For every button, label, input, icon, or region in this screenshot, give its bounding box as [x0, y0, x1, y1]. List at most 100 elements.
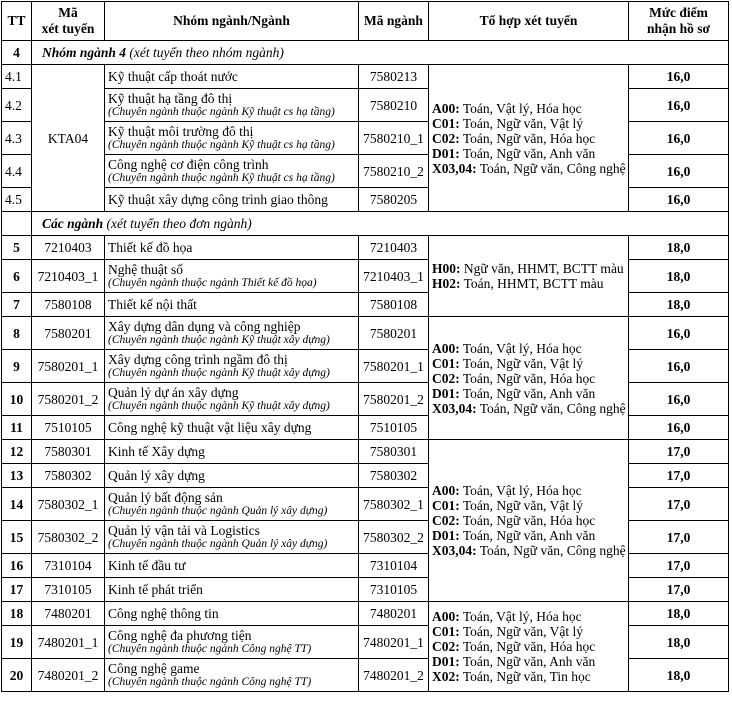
ma-xet-tuyen: 7310105 — [31, 577, 105, 602]
combo-subjects: Toán, Ngữ văn, Anh văn — [459, 528, 596, 543]
ma-nganh: 7580213 — [358, 64, 429, 89]
muc-diem: 17,0 — [628, 520, 729, 554]
combo-subjects: Toán, HHMT, BCTT màu — [460, 276, 604, 291]
to-hop-xet-tuyen: A00: Toán, Vật lý, Hóa học C01: Toán, Ngữ… — [428, 316, 629, 440]
combo-subjects: Toán, Ngữ văn, Công nghệ — [476, 543, 626, 558]
table-row: 7 7580108 Thiết kế nội thất 7580108 18,0 — [1, 292, 729, 317]
nganh-cell: Công nghệ kỹ thuật vật liệu xây dựng — [104, 415, 359, 440]
muc-diem: 16,0 — [628, 349, 729, 383]
nganh-note: (Chuyên ngành thuộc ngành Quản lý xây dự… — [108, 505, 328, 517]
row-tt: 10 — [1, 382, 32, 416]
ma-xet-tuyen: 7210403_1 — [31, 259, 105, 293]
nganh-note: (Chuyên ngành thuộc ngành Kỹ thuật xây d… — [108, 367, 330, 379]
combo-code: X03,04: — [432, 543, 477, 558]
nganh-name: Nghệ thuật số — [108, 262, 183, 277]
nganh-name: Kinh tế Xây dựng — [108, 444, 205, 459]
ma-xet-tuyen: 7580301 — [31, 439, 105, 464]
table-row: 5 7210403 Thiết kế đồ họa 7210403 H00: Ngữ v… — [1, 235, 729, 317]
combo-subjects: Toán, Ngữ văn, Vật lý — [459, 624, 583, 639]
combo-line: C02: Toán, Ngữ văn, Hóa học — [432, 639, 628, 654]
table-row: 10 7580201_2 Quản lý dự án xây dựng (Chuyên… — [1, 382, 729, 416]
ma-xet-tuyen: 7580201 — [31, 316, 105, 350]
row-tt: 4.2 — [1, 88, 32, 122]
nganh-note: (Chuyên ngành thuộc ngành Kỹ thuật xây d… — [108, 400, 330, 412]
header-ma-nganh: Mã ngành — [358, 1, 429, 41]
nganh-cell: Kinh tế phát triển — [104, 577, 359, 602]
combo-code: X02: — [432, 669, 460, 684]
combo-line: D01: Toán, Ngữ văn, Anh văn — [432, 528, 628, 543]
section-title: Nhóm ngành 4 — [42, 45, 127, 60]
combo-line: A00: Toán, Vật lý, Hóa học — [432, 483, 628, 498]
muc-diem: 17,0 — [628, 487, 729, 521]
combo-subjects: Toán, Ngữ văn, Anh văn — [459, 654, 596, 669]
row-tt: 5 — [1, 235, 32, 260]
table-row: 6 7210403_1 Nghệ thuật số (Chuyên ngành thu… — [1, 259, 729, 293]
ma-xet-tuyen: 7510105 — [31, 415, 105, 440]
table-row: 4.2 Kỹ thuật hạ tầng đô thị (Chuyên ngành … — [1, 88, 729, 122]
combo-code: X03,04: — [432, 400, 477, 416]
row-tt: 17 — [1, 577, 32, 602]
nganh-cell: Quản lý dự án xây dựng (Chuyên ngành thuộ… — [104, 382, 359, 416]
table-row: 18 7480201 Công nghệ thông tin 7480201 A00: … — [1, 601, 729, 692]
combo-subjects: Toán, Ngữ văn, Hóa học — [459, 513, 596, 528]
nganh-cell: Kỹ thuật hạ tầng đô thị (Chuyên ngành thu… — [104, 88, 359, 122]
ma-nganh: 7580210_1 — [358, 121, 429, 155]
table-row: 9 7580201_1 Xây dựng công trình ngầm đô th… — [1, 349, 729, 383]
ma-nganh: 7580205 — [358, 187, 429, 212]
combo-line: C01: Toán, Ngữ văn, Vật lý — [432, 498, 628, 513]
combo-subjects: Toán, Vật lý, Hóa học — [459, 100, 582, 116]
section-row: Các ngành (xét tuyển theo đơn ngành) — [1, 211, 729, 236]
combo-code: C01: — [432, 115, 460, 131]
table-row: 20 7480201_2 Công nghệ game (Chuyên ngành t… — [1, 658, 729, 692]
combo-line: X02: Toán, Ngữ văn, Tin học — [432, 669, 628, 684]
nganh-name: Xây dựng dân dụng và công nghiệp — [108, 319, 301, 334]
section-title: Các ngành — [42, 216, 104, 231]
ma-nganh: 7580302_1 — [358, 487, 429, 521]
ma-xet-tuyen: 7480201 — [31, 601, 105, 626]
combo-subjects: Toán, Ngữ văn, Hóa học — [459, 130, 596, 146]
table-row: 19 7480201_1 Công nghệ đa phương tiện (Chuy… — [1, 625, 729, 659]
combo-line: X03,04: Toán, Ngữ văn, Công nghệ — [432, 161, 628, 176]
table-row: 16 7310104 Kinh tế đầu tư 7310104 17,0 — [1, 553, 729, 578]
muc-diem: 18,0 — [628, 259, 729, 293]
nganh-note: (Chuyên ngành thuộc ngành Kỹ thuật xây d… — [108, 334, 330, 346]
muc-diem: 16,0 — [628, 154, 729, 188]
nganh-cell: Kỹ thuật cấp thoát nước — [104, 64, 359, 89]
combo-line: A00: Toán, Vật lý, Hóa học — [432, 341, 628, 356]
row-tt: 4 — [1, 40, 32, 65]
ma-nganh: 7580210_2 — [358, 154, 429, 188]
nganh-cell: Công nghệ thông tin — [104, 601, 359, 626]
ma-xet-tuyen: 7580302_1 — [31, 487, 105, 521]
nganh-cell: Công nghệ game (Chuyên ngành thuộc ngành … — [104, 658, 359, 692]
row-tt: 14 — [1, 487, 32, 521]
nganh-name: Xây dựng công trình ngầm đô thị — [108, 352, 288, 367]
combo-line: C02: Toán, Ngữ văn, Hóa học — [432, 513, 628, 528]
row-tt: 4.3 — [1, 121, 32, 155]
ma-xet-tuyen: 7580108 — [31, 292, 105, 317]
row-tt: 8 — [1, 316, 32, 350]
section-title-cell: Các ngành (xét tuyển theo đơn ngành) — [31, 211, 729, 236]
nganh-note: (Chuyên ngành thuộc ngành Kỹ thuật cs hạ… — [108, 172, 335, 184]
nganh-cell: Kỹ thuật xây dựng công trình giao thông — [104, 187, 359, 212]
muc-diem: 16,0 — [628, 415, 729, 440]
combo-code: C02: — [432, 639, 460, 654]
table-row: 17 7310105 Kinh tế phát triển 7310105 17,0 — [1, 577, 729, 602]
combo-code: A00: — [432, 483, 460, 498]
ma-nganh: 7310104 — [358, 553, 429, 578]
row-tt: 4.1 — [1, 64, 32, 89]
nganh-cell: Xây dựng dân dụng và công nghiệp (Chuyên … — [104, 316, 359, 350]
ma-xet-tuyen: 7580302_2 — [31, 520, 105, 554]
table-header-row: TT Mã xét tuyển Nhóm ngành/Ngành Mã ngàn… — [1, 1, 729, 41]
nganh-cell: Quản lý xây dựng — [104, 463, 359, 488]
nganh-note: (Chuyên ngành thuộc ngành Công nghệ TT) — [108, 643, 312, 655]
combo-code: C02: — [432, 513, 460, 528]
table-row: 8 7580201 Xây dựng dân dụng và công nghiệp… — [1, 316, 729, 440]
combo-subjects: Toán, Ngữ văn, Vật lý — [459, 115, 583, 131]
combo-code: D01: — [432, 528, 460, 543]
row-tt: 6 — [1, 259, 32, 293]
header-ma-xet-tuyen: Mã xét tuyển — [31, 1, 105, 41]
nganh-name: Quản lý dự án xây dựng — [108, 385, 239, 400]
combo-line: D01: Toán, Ngữ văn, Anh văn — [432, 146, 628, 161]
nganh-name: Công nghệ thông tin — [108, 606, 219, 621]
header-muc-diem: Mức điểm nhận hồ sơ — [628, 1, 729, 41]
